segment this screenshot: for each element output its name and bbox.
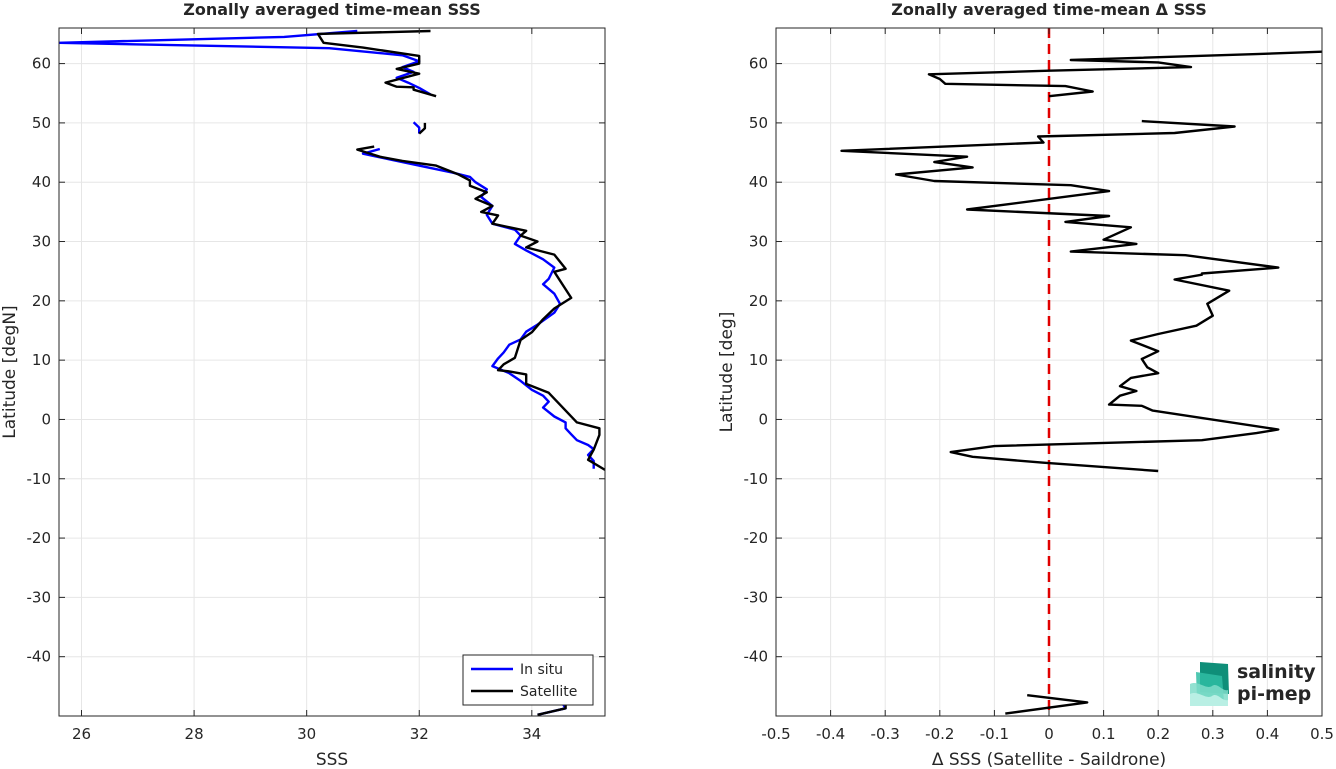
x-tick-label: -0.1 <box>980 725 1009 743</box>
y-tick-label: 10 <box>32 351 51 369</box>
y-tick-label: -30 <box>27 588 52 606</box>
legend: In situ Satellite <box>462 654 594 706</box>
y-axis-label: Latitude [deg] <box>717 312 737 433</box>
series-group <box>840 50 1322 715</box>
salinity-pimep-logo: salinity pi-mep <box>1190 661 1316 706</box>
series-line <box>418 122 427 135</box>
logo-mark-icon <box>1190 662 1229 706</box>
y-tick-label: -30 <box>744 588 769 606</box>
chart-title: Zonally averaged time-mean SSS <box>183 0 481 19</box>
x-tick-label: 0.5 <box>1310 725 1334 743</box>
legend-label: Satellite <box>520 684 577 700</box>
series-group <box>59 29 605 716</box>
series-line <box>412 121 421 134</box>
x-tick-label: -0.5 <box>761 725 790 743</box>
y-tick-label: -10 <box>744 470 769 488</box>
y-tick-label: 40 <box>749 173 768 191</box>
y-tick-label: 60 <box>32 55 51 73</box>
y-tick-label: 20 <box>749 292 768 310</box>
axes-box <box>58 27 606 717</box>
x-tick-label: 32 <box>410 725 429 743</box>
series-line <box>1005 694 1089 715</box>
x-tick-label: 0.4 <box>1255 725 1279 743</box>
y-tick-label: 50 <box>32 114 51 132</box>
x-axis-label: Δ SSS (Satellite - Saildrone) <box>932 750 1166 769</box>
x-tick-label: -0.2 <box>925 725 954 743</box>
y-axis-label: Latitude [degN] <box>0 305 20 438</box>
x-tick-label: 0 <box>1044 725 1054 743</box>
series-line <box>59 29 432 96</box>
x-tick-label: -0.4 <box>816 725 845 743</box>
y-tick-label: 0 <box>758 410 768 428</box>
legend-label: In situ <box>520 662 563 678</box>
y-tick-label: 60 <box>749 55 768 73</box>
x-tick-label: 0.1 <box>1092 725 1116 743</box>
series-line <box>356 145 605 471</box>
y-tick-label: 30 <box>749 233 768 251</box>
y-tick-label: -10 <box>27 470 52 488</box>
y-tick-label: 50 <box>749 114 768 132</box>
x-tick-label: 0.2 <box>1146 725 1170 743</box>
x-tick-label: 30 <box>297 725 316 743</box>
x-axis-label: SSS <box>316 750 348 769</box>
y-tick-label: 10 <box>749 351 768 369</box>
series-line <box>840 119 1280 473</box>
logo-line1: salinity <box>1237 661 1316 683</box>
y-tick-label: 0 <box>41 410 51 428</box>
plot-area <box>59 28 605 716</box>
y-tick-label: 20 <box>32 292 51 310</box>
series-line <box>316 29 437 98</box>
chart-title: Zonally averaged time-mean Δ SSS <box>891 0 1207 19</box>
panel-right: -0.5 -0.4 -0.3 -0.2 -0.1 0 0.1 0.2 0.3 0.4 0.5 -40 -… <box>717 0 1334 769</box>
y-tick-label: 40 <box>32 173 51 191</box>
x-tick-label: 26 <box>72 725 91 743</box>
y-tick-label: -40 <box>744 648 769 666</box>
x-tick-label: 34 <box>522 725 541 743</box>
x-tick-label: 0.3 <box>1201 725 1225 743</box>
y-tick-label: -20 <box>744 529 769 547</box>
y-tick-label: 30 <box>32 233 51 251</box>
x-tick-label: 28 <box>185 725 204 743</box>
x-tick-label: -0.3 <box>871 725 900 743</box>
series-line <box>927 50 1322 98</box>
y-tick-label: -20 <box>27 529 52 547</box>
y-tick-label: -40 <box>27 648 52 666</box>
logo-line2: pi-mep <box>1237 683 1311 705</box>
panel-left: 26 28 30 32 34 -40 -30 -20 -10 0 10 20 30 40 50 60 Zonal… <box>0 0 606 769</box>
legend-box <box>462 654 594 706</box>
